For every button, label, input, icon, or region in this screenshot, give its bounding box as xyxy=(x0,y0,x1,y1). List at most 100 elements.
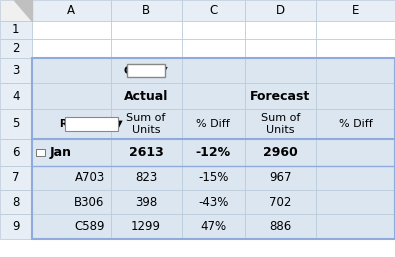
Bar xyxy=(316,166,395,190)
Bar xyxy=(127,64,165,77)
Text: Forecast: Forecast xyxy=(250,90,310,103)
Bar xyxy=(111,139,182,166)
Bar xyxy=(36,149,45,156)
Text: Colu  ▼: Colu ▼ xyxy=(124,66,168,75)
Bar xyxy=(0,139,32,166)
Text: Sum of
Units: Sum of Units xyxy=(126,113,166,135)
Bar xyxy=(32,139,111,166)
Bar xyxy=(245,21,316,39)
Bar xyxy=(32,0,111,21)
Bar xyxy=(182,166,245,190)
Bar xyxy=(111,83,182,109)
Bar xyxy=(65,117,118,131)
Text: D: D xyxy=(276,4,285,17)
Text: -15%: -15% xyxy=(198,171,228,184)
Text: 823: 823 xyxy=(135,171,157,184)
Text: 967: 967 xyxy=(269,171,292,184)
Bar xyxy=(245,39,316,58)
Text: Sum of
Units: Sum of Units xyxy=(261,113,300,135)
Text: 1299: 1299 xyxy=(131,220,161,233)
Bar xyxy=(245,0,316,21)
Text: 398: 398 xyxy=(135,196,157,209)
Text: % Diff: % Diff xyxy=(339,119,372,129)
Text: 2960: 2960 xyxy=(263,145,298,159)
Bar xyxy=(0,0,32,21)
Bar xyxy=(182,139,245,166)
Bar xyxy=(316,139,395,166)
Text: 2613: 2613 xyxy=(129,145,164,159)
Text: 47%: 47% xyxy=(200,220,226,233)
Text: 3: 3 xyxy=(12,64,19,77)
Text: Actual: Actual xyxy=(124,90,168,103)
Bar xyxy=(0,166,32,190)
Bar xyxy=(0,109,32,139)
Text: -43%: -43% xyxy=(198,196,228,209)
Text: −: − xyxy=(37,148,44,157)
Polygon shape xyxy=(14,0,32,21)
Bar xyxy=(316,190,395,214)
Bar xyxy=(32,21,111,39)
Bar xyxy=(182,214,245,239)
Bar xyxy=(182,83,245,109)
Bar xyxy=(111,109,182,139)
Text: Jan: Jan xyxy=(50,145,72,159)
Bar xyxy=(316,83,395,109)
Bar xyxy=(0,190,32,214)
Text: A703: A703 xyxy=(74,171,105,184)
Bar xyxy=(0,214,32,239)
Bar xyxy=(245,190,316,214)
Bar xyxy=(111,39,182,58)
Bar xyxy=(245,109,316,139)
Bar xyxy=(245,83,316,109)
Text: C: C xyxy=(209,4,217,17)
Bar xyxy=(245,166,316,190)
Bar xyxy=(182,39,245,58)
Bar xyxy=(32,58,395,239)
Bar xyxy=(182,109,245,139)
Bar xyxy=(182,0,245,21)
Bar xyxy=(316,58,395,83)
Bar xyxy=(111,58,182,83)
Bar xyxy=(111,166,182,190)
Bar xyxy=(111,21,182,39)
Bar xyxy=(0,58,32,83)
Text: 1: 1 xyxy=(12,23,19,36)
Text: 2: 2 xyxy=(12,42,19,55)
Bar xyxy=(32,166,111,190)
Text: 4: 4 xyxy=(12,90,19,103)
Bar xyxy=(32,83,111,109)
Text: -12%: -12% xyxy=(196,145,231,159)
Text: 6: 6 xyxy=(12,145,19,159)
Bar xyxy=(0,39,32,58)
Text: Row Lab  ▼: Row Lab ▼ xyxy=(60,119,123,129)
Bar xyxy=(316,0,395,21)
Bar xyxy=(316,109,395,139)
Bar xyxy=(111,0,182,21)
Text: 702: 702 xyxy=(269,196,292,209)
Text: E: E xyxy=(352,4,359,17)
Text: C589: C589 xyxy=(74,220,105,233)
Bar xyxy=(316,39,395,58)
Text: A: A xyxy=(67,4,75,17)
Bar xyxy=(32,214,111,239)
Bar xyxy=(182,21,245,39)
Bar xyxy=(111,214,182,239)
Bar xyxy=(245,58,316,83)
Bar xyxy=(245,139,316,166)
Bar xyxy=(0,21,32,39)
Bar xyxy=(111,190,182,214)
Bar xyxy=(182,58,245,83)
Bar xyxy=(32,190,111,214)
Bar xyxy=(316,214,395,239)
Text: B306: B306 xyxy=(74,196,105,209)
Bar xyxy=(0,83,32,109)
Text: 5: 5 xyxy=(12,117,19,130)
Bar xyxy=(32,109,111,139)
Bar xyxy=(245,214,316,239)
Text: 9: 9 xyxy=(12,220,19,233)
Bar xyxy=(32,58,111,83)
Bar xyxy=(316,21,395,39)
Text: B: B xyxy=(142,4,150,17)
Text: 886: 886 xyxy=(269,220,292,233)
Text: 8: 8 xyxy=(12,196,19,209)
